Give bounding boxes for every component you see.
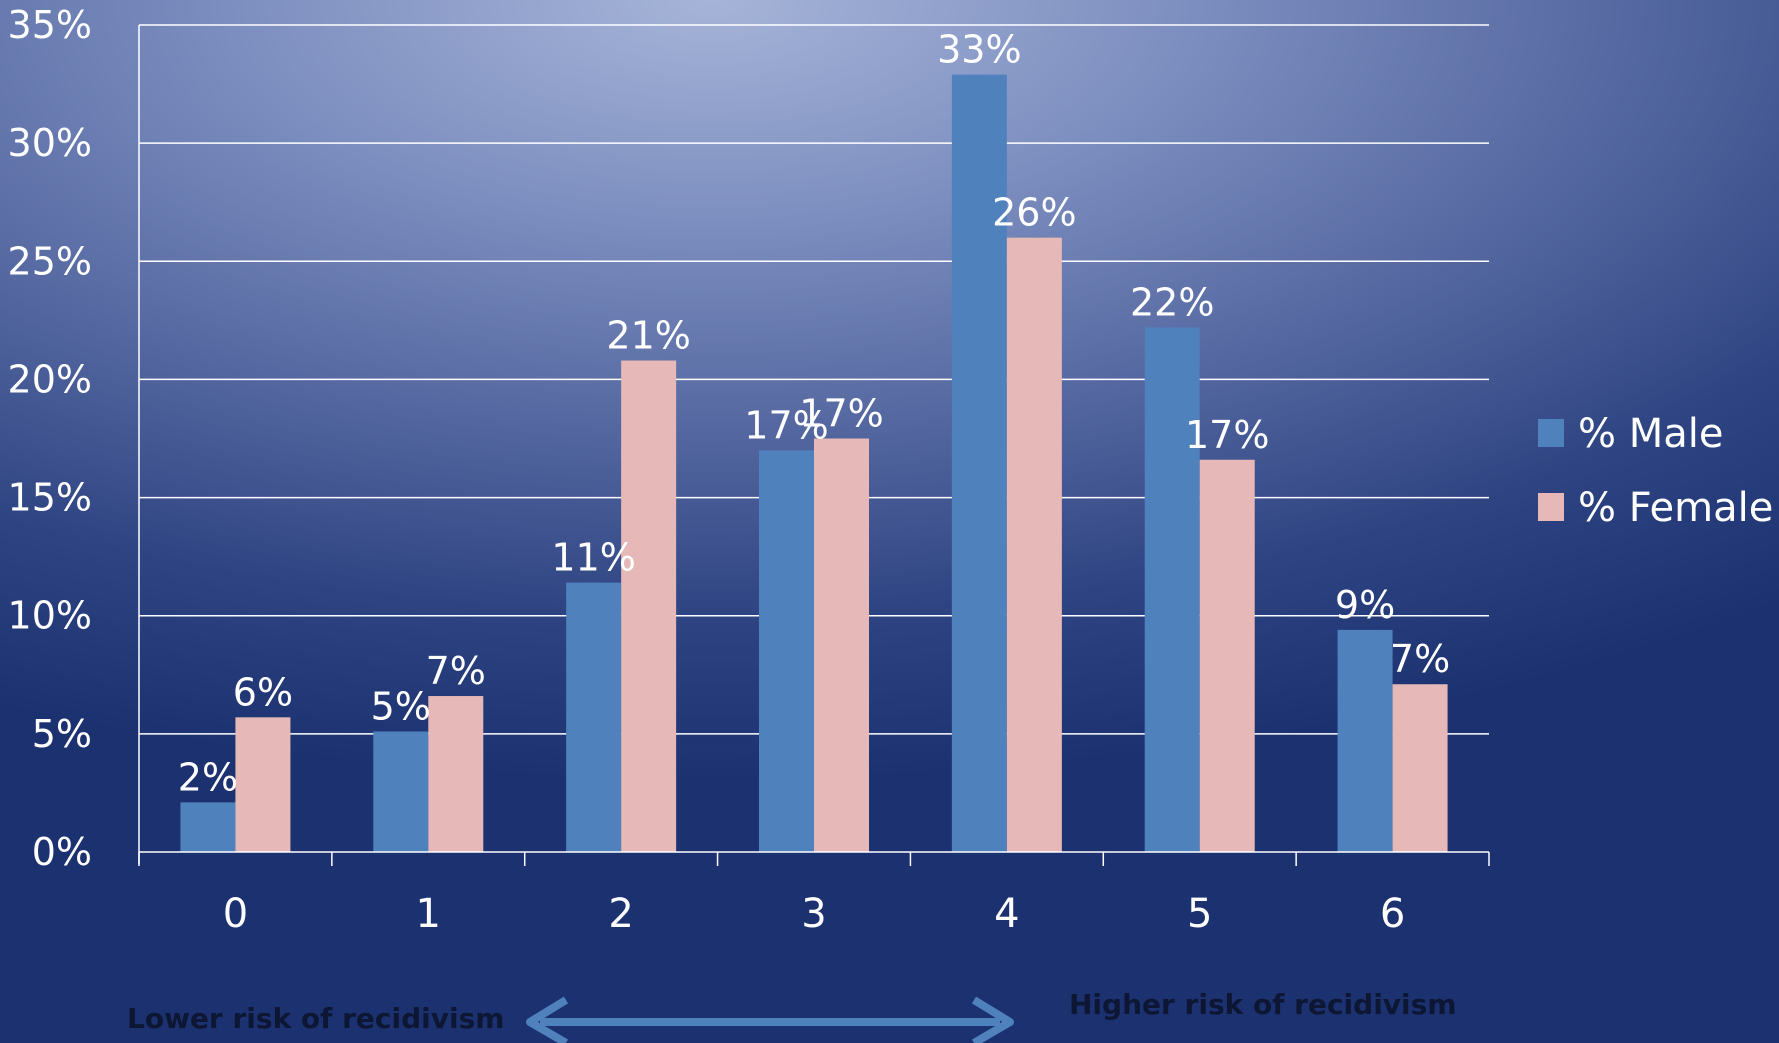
y-tick-label: 15%	[8, 476, 92, 520]
double-arrow-icon	[526, 996, 1014, 1043]
x-tick-label: 3	[801, 891, 826, 937]
legend: % Male % Female	[1538, 411, 1773, 531]
data-label: 22%	[1130, 280, 1214, 324]
data-label: 17%	[744, 403, 828, 447]
x-tick-label: 0	[223, 891, 248, 937]
bar-female	[1392, 684, 1448, 852]
bar-male	[759, 450, 814, 852]
x-tick-label: 1	[416, 891, 441, 937]
data-label: 11%	[551, 536, 635, 580]
bar-male	[373, 731, 429, 852]
bar-male	[180, 802, 236, 852]
legend-swatch	[1538, 493, 1564, 521]
bar-female	[1199, 459, 1255, 852]
legend-label: % Female	[1578, 485, 1773, 531]
y-tick-label: 30%	[8, 121, 92, 165]
axes: 0% 5% 10% 15% 20% 25% 30% 35% 0 1 2 3 4 5 6	[8, 3, 1490, 937]
legend-swatch	[1538, 419, 1564, 447]
y-tick-label: 25%	[8, 239, 92, 283]
bar-female	[814, 438, 869, 852]
x-tick-label: 6	[1380, 891, 1405, 937]
annotations: Lower risk of recidivism Higher risk of …	[127, 988, 1457, 1043]
x-tick-label: 2	[608, 891, 633, 937]
bars	[180, 74, 1448, 853]
x-tick-label: 5	[1187, 891, 1212, 937]
arrow-head-left	[526, 996, 569, 1043]
higher-risk-note: Higher risk of recidivism	[1069, 988, 1457, 1021]
data-label: 7%	[426, 649, 486, 693]
data-label: 33%	[937, 28, 1021, 72]
data-label: 6%	[233, 670, 293, 714]
data-label: 7%	[1390, 637, 1450, 681]
y-tick-label: 20%	[8, 357, 92, 401]
data-label: 17%	[799, 392, 883, 436]
bar-male	[951, 74, 1007, 853]
data-labels: 2% 5% 11% 17% 33% 22% 9% 6% 7% 21% 17% 26% 17% 7%	[178, 28, 1450, 800]
bar-female	[621, 360, 677, 852]
y-tick-label: 5%	[32, 712, 92, 756]
arrow-head-right	[971, 996, 1014, 1043]
bar-female	[428, 696, 484, 852]
data-label: 5%	[371, 684, 431, 728]
x-tick-label: 4	[994, 891, 1019, 937]
y-tick-label: 0%	[32, 830, 92, 874]
lower-risk-note: Lower risk of recidivism	[127, 1002, 504, 1035]
data-label: 17%	[1185, 413, 1269, 457]
data-label: 2%	[178, 755, 238, 799]
bar-female	[1006, 237, 1062, 852]
data-label: 21%	[606, 314, 690, 358]
y-tick-label: 10%	[8, 594, 92, 638]
bar-male	[566, 582, 622, 852]
legend-label: % Male	[1578, 411, 1723, 457]
y-tick-label: 35%	[8, 3, 92, 47]
data-label: 9%	[1335, 583, 1395, 627]
data-label: 26%	[992, 191, 1076, 235]
bar-male	[1337, 629, 1393, 852]
bar-male	[1144, 327, 1200, 853]
bar-female	[235, 717, 291, 852]
